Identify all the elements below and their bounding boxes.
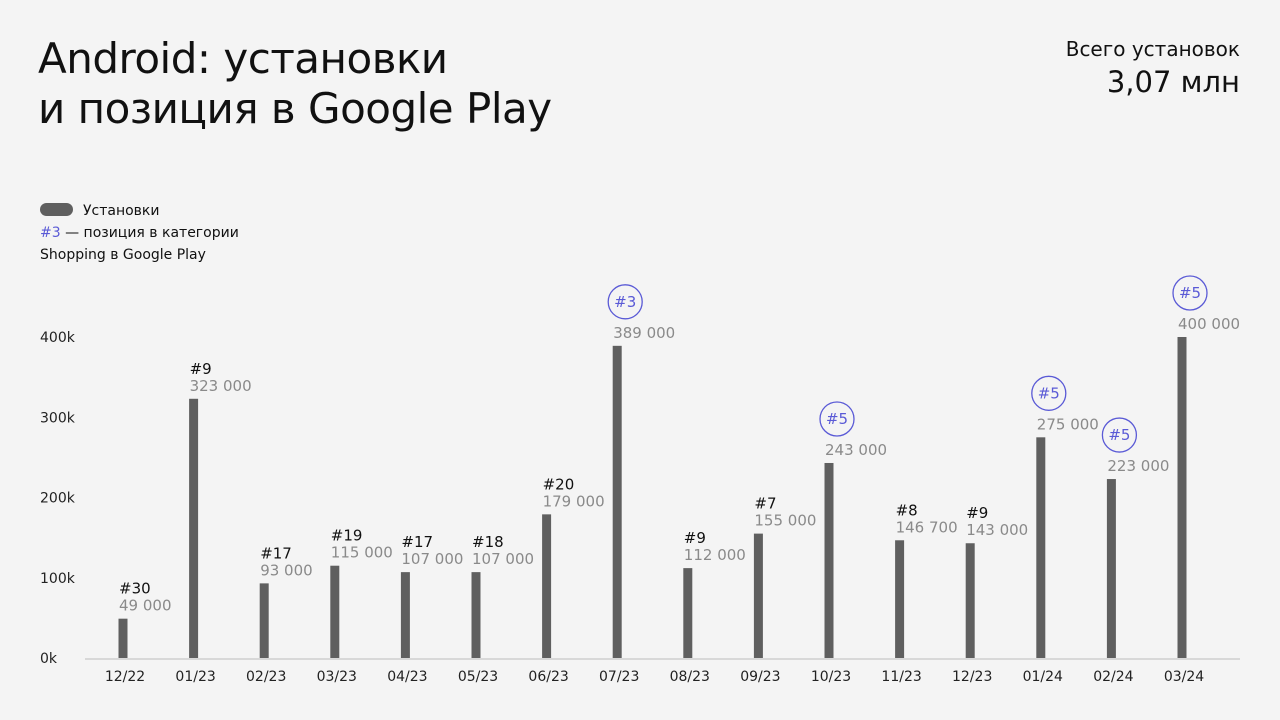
title-line-1: Android: установки [38, 34, 448, 83]
value-label: 155 000 [754, 512, 816, 530]
page-title: Android: установки и позиция в Google Pl… [38, 34, 552, 134]
rank-label: #19 [331, 527, 363, 545]
bar [330, 565, 340, 658]
x-tick-label: 11/23 [881, 669, 921, 685]
rank-label: #8 [896, 501, 918, 519]
x-tick-label: 05/23 [458, 669, 498, 685]
rank-label: #17 [260, 544, 292, 562]
value-label: 143 000 [966, 521, 1028, 539]
value-label: 179 000 [543, 492, 605, 510]
y-tick-label: 200k [40, 491, 76, 507]
title-line-2: и позиция в Google Play [38, 84, 552, 133]
bar [189, 398, 199, 658]
bar [895, 540, 905, 658]
bar [1106, 479, 1116, 658]
x-tick-label: 09/23 [740, 669, 780, 685]
legend-rank: #3 — позиция в категории [40, 222, 239, 244]
value-label: 323 000 [190, 377, 252, 395]
legend-rank-text-2: Shopping в Google Play [40, 247, 206, 263]
legend-installs-label: Установки [83, 203, 160, 219]
total-value: 3,07 млн [1106, 65, 1240, 99]
rank-label: #9 [966, 504, 988, 522]
rank-label: #3 [614, 293, 636, 311]
bar [118, 618, 128, 658]
value-label: 400 000 [1178, 315, 1240, 333]
legend-swatch [40, 203, 73, 216]
bar [400, 572, 410, 658]
legend-rank-example: #3 [40, 225, 61, 241]
value-label: 389 000 [613, 324, 675, 342]
rank-label: #5 [1038, 384, 1060, 402]
bar [683, 568, 693, 658]
bar [612, 345, 622, 658]
x-tick-label: 01/23 [175, 669, 215, 685]
x-tick-label: 01/24 [1023, 669, 1063, 685]
rank-circle [1101, 417, 1138, 453]
rank-label: #30 [119, 580, 151, 598]
bar [471, 572, 481, 658]
x-tick-label: 12/23 [952, 669, 992, 685]
bar [1177, 337, 1187, 658]
value-label: 146 700 [896, 518, 958, 536]
y-tick-label: 0k [40, 651, 58, 667]
value-label: 223 000 [1107, 457, 1169, 475]
x-tick-label: 07/23 [599, 669, 639, 685]
rank-label: #7 [754, 495, 776, 513]
bar [965, 543, 975, 658]
bar [753, 533, 763, 658]
total-installs: Всего установок 3,07 млн [1066, 36, 1240, 102]
rank-label: #5 [1179, 284, 1201, 302]
value-label: 93 000 [260, 561, 313, 579]
value-label: 275 000 [1037, 415, 1099, 433]
x-tick-label: 04/23 [387, 669, 427, 685]
rank-label: #17 [401, 533, 433, 551]
x-tick-label: 06/23 [528, 669, 568, 685]
rank-circle [1172, 275, 1208, 311]
x-tick-label: 02/24 [1093, 669, 1133, 685]
x-tick-label: 03/23 [317, 669, 357, 685]
value-label: 112 000 [684, 546, 746, 564]
value-label: 107 000 [472, 550, 534, 568]
x-tick-label: 12/22 [105, 669, 145, 685]
rank-circle [819, 401, 855, 437]
x-tick-label: 08/23 [670, 669, 710, 685]
y-tick-label: 400k [40, 330, 76, 346]
rank-label: #9 [684, 529, 706, 547]
value-label: 115 000 [331, 544, 393, 562]
x-tick-label: 10/23 [811, 669, 851, 685]
value-label: 107 000 [401, 550, 463, 568]
rank-label: #20 [543, 475, 575, 493]
rank-circle [1031, 375, 1067, 411]
y-tick-label: 300k [40, 410, 76, 426]
total-label: Всего установок [1065, 37, 1240, 61]
rank-label: #9 [190, 360, 212, 378]
legend-installs: Установки [40, 200, 239, 222]
bar [824, 462, 834, 658]
bar [542, 514, 552, 658]
legend: Установки #3 — позиция в категории Shopp… [40, 200, 239, 266]
rank-circle [607, 284, 643, 320]
rank-label: #5 [1108, 426, 1130, 444]
x-tick-label: 03/24 [1164, 669, 1204, 685]
bar [259, 583, 269, 658]
y-tick-label: 100k [40, 571, 76, 587]
value-label: 49 000 [119, 597, 172, 615]
x-tick-label: 02/23 [246, 669, 286, 685]
bar [1036, 437, 1046, 658]
legend-rank-text: — позиция в категории [60, 225, 239, 241]
value-label: 243 000 [825, 441, 887, 459]
rank-label: #18 [472, 533, 504, 551]
rank-label: #5 [826, 410, 848, 428]
